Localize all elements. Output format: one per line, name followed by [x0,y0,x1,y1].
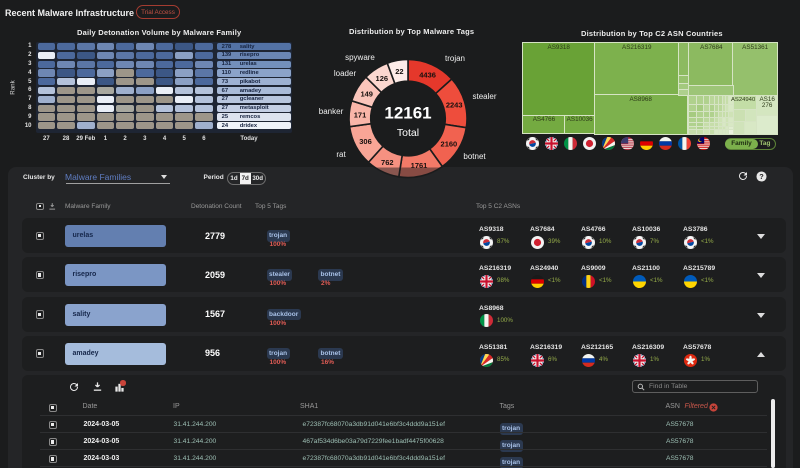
svg-text:Total: Total [397,127,419,139]
svg-text:149: 149 [360,90,373,99]
svg-text:762: 762 [381,158,394,167]
svg-text:171: 171 [354,110,367,119]
svg-text:1761: 1761 [411,161,428,170]
svg-text:?: ? [759,172,764,181]
svg-text:2160: 2160 [441,140,458,149]
svg-text:306: 306 [359,137,372,146]
svg-text:4436: 4436 [419,70,436,79]
svg-text:126: 126 [376,74,389,83]
svg-text:22: 22 [395,67,403,76]
svg-text:2243: 2243 [446,101,463,110]
svg-text:12161: 12161 [384,104,431,123]
